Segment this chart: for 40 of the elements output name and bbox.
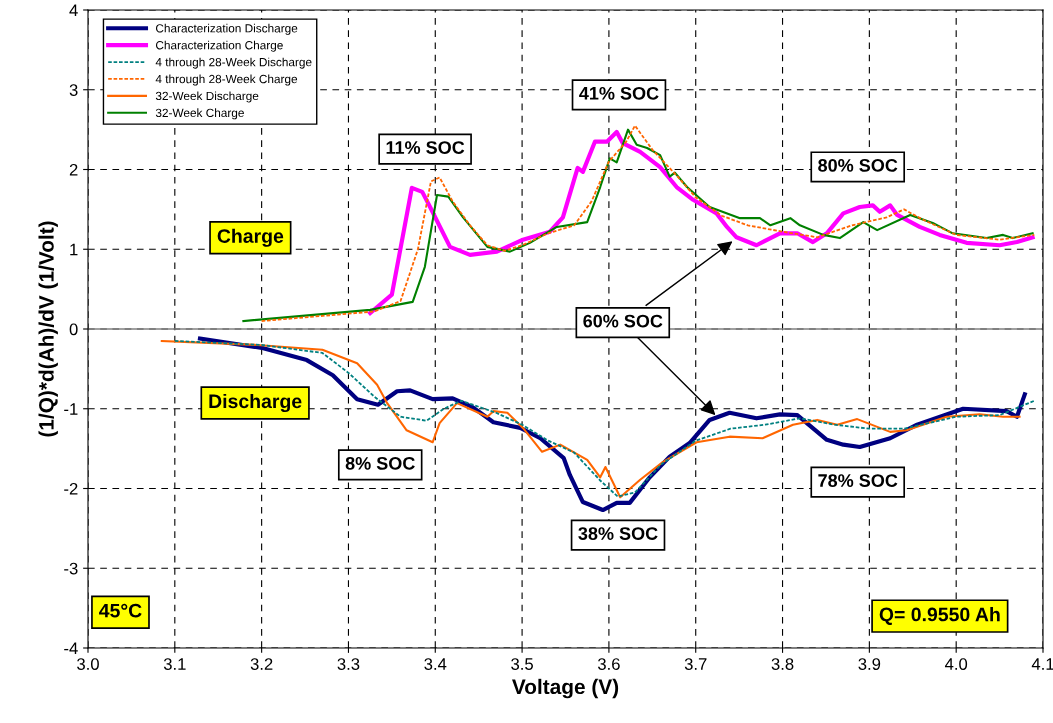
annotation: 38% SOC <box>578 527 658 540</box>
x-tick-label: 3.6 <box>597 658 620 670</box>
y-tick-label: 0 <box>69 323 78 336</box>
annotation: 78% SOC <box>818 474 898 487</box>
legend-label: 4 through 28-Week Charge <box>155 74 298 86</box>
x-tick-label: 3.9 <box>858 658 881 670</box>
x-tick-label: 3.4 <box>424 658 447 670</box>
x-tick-label: 3.7 <box>684 658 707 670</box>
x-tick-label: 3.5 <box>511 658 533 670</box>
legend-label: Characterization Charge <box>156 40 283 52</box>
y-tick-label: -1 <box>64 403 78 415</box>
legend-label: 32-Week Discharge <box>155 91 259 103</box>
legend-label: 4 through 28-Week Discharge <box>155 57 312 69</box>
annotation: Charge <box>217 228 284 247</box>
x-tick-label: 3.8 <box>771 658 794 670</box>
annotation: 80% SOC <box>818 159 898 172</box>
x-axis-title: Voltage (V) <box>512 678 619 699</box>
y-tick-label: -4 <box>64 642 78 655</box>
legend-label: Characterization Discharge <box>156 23 298 35</box>
y-tick-label: 2 <box>69 163 78 176</box>
annotation: 11% SOC <box>386 141 465 154</box>
y-axis-title: (1/Q)*d(Ah)/dV (1/Volt) <box>38 221 58 437</box>
x-tick-label: 3.2 <box>250 658 273 670</box>
y-tick-label: 3 <box>69 84 78 96</box>
annotation: Discharge <box>209 393 302 413</box>
annotation: 8% SOC <box>345 456 415 470</box>
y-tick-label: 4 <box>69 4 78 17</box>
annotation: 45°C <box>99 603 142 618</box>
annotation: 60% SOC <box>583 314 663 328</box>
x-tick-label: 3.0 <box>77 658 99 670</box>
y-tick-label: 1 <box>70 243 78 256</box>
y-tick-label: -2 <box>64 482 78 495</box>
annotation: 41% SOC <box>579 86 659 100</box>
legend-label: 32-Week Charge <box>155 108 244 120</box>
x-tick-label: 4.0 <box>944 658 968 670</box>
annotation: Q= 0.9550 Ah <box>879 607 1000 625</box>
x-tick-label: 3.1 <box>163 658 186 670</box>
y-tick-label: -3 <box>64 562 78 575</box>
x-tick-label: 4.1 <box>1031 658 1053 670</box>
x-tick-label: 3.3 <box>337 658 360 670</box>
